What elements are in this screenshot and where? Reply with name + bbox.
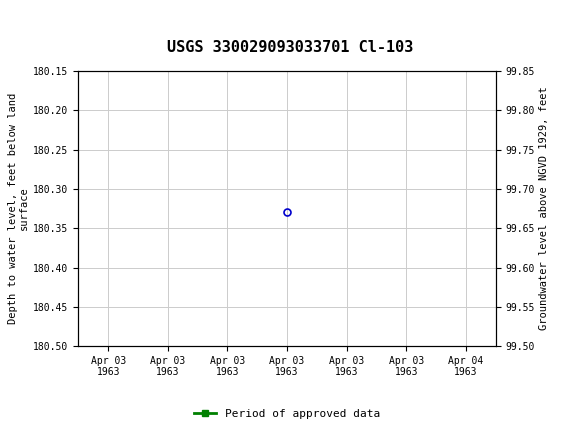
- Text: ≡ USGS: ≡ USGS: [7, 9, 61, 24]
- Y-axis label: Depth to water level, feet below land
surface: Depth to water level, feet below land su…: [8, 93, 29, 324]
- Text: USGS 330029093033701 Cl-103: USGS 330029093033701 Cl-103: [167, 40, 413, 55]
- Legend: Period of approved data: Period of approved data: [190, 404, 385, 423]
- Y-axis label: Groundwater level above NGVD 1929, feet: Groundwater level above NGVD 1929, feet: [539, 87, 549, 330]
